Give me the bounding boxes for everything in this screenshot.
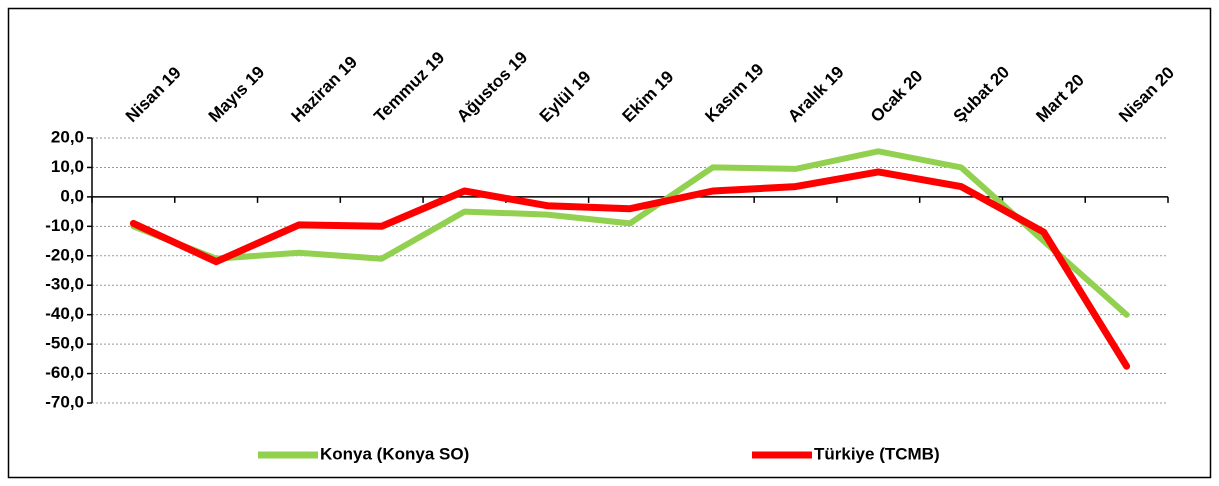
y-tick-label: -40,0 xyxy=(45,304,84,323)
legend-label: Türkiye (TCMB) xyxy=(814,444,940,463)
chart-border xyxy=(7,7,1212,479)
y-tick-label: 10,0 xyxy=(51,157,84,176)
y-tick-label: -10,0 xyxy=(45,216,84,235)
series-line xyxy=(129,168,1131,370)
series-line xyxy=(130,148,1130,318)
y-tick-label: -30,0 xyxy=(45,275,84,294)
y-tick-label: 0,0 xyxy=(60,186,84,205)
y-tick-label: -50,0 xyxy=(45,334,84,353)
y-tick-label: -70,0 xyxy=(45,392,84,411)
y-tick-label: 20,0 xyxy=(51,127,84,146)
legend-label: Konya (Konya SO) xyxy=(320,444,469,463)
y-tick-label: -60,0 xyxy=(45,363,84,382)
y-tick-label: -20,0 xyxy=(45,245,84,264)
